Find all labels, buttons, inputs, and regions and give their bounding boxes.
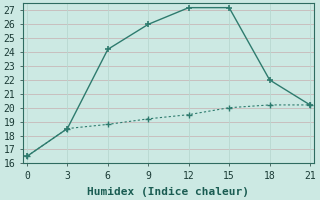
- X-axis label: Humidex (Indice chaleur): Humidex (Indice chaleur): [87, 186, 250, 197]
